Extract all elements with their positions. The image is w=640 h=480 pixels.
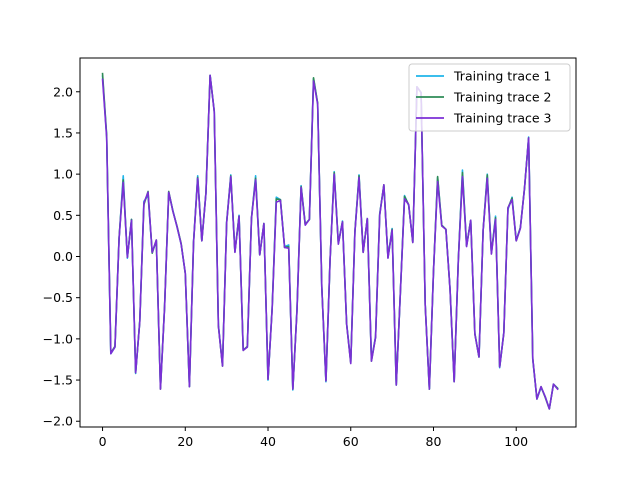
- plot-frame: [79, 57, 577, 428]
- series-layer: [101, 72, 559, 410]
- y-tick-label: 0.0: [53, 249, 73, 264]
- y-axis: −2.0 −1.5 −1.0 −0.5 0.0 0.5 1.0 1.5 2.0: [43, 84, 80, 429]
- legend-label-3: Training trace 3: [453, 111, 552, 126]
- x-tick-label: 100: [504, 434, 528, 449]
- legend: Training trace 1 Training trace 2 Training…: [408, 63, 571, 132]
- y-tick-label: −1.5: [43, 373, 73, 388]
- series-line-3: [101, 74, 559, 410]
- x-tick-label: 0: [99, 434, 107, 449]
- x-tick-label: 40: [260, 434, 276, 449]
- legend-label-1: Training trace 1: [453, 69, 552, 84]
- legend-box: [408, 63, 571, 132]
- y-tick-label: 1.0: [53, 167, 73, 182]
- legend-label-2: Training trace 2: [453, 90, 552, 105]
- y-tick-label: 2.0: [53, 84, 73, 99]
- y-tick-label: 1.5: [53, 125, 73, 140]
- x-axis: 0 20 40 60 80 100: [99, 427, 528, 449]
- y-tick-label: −1.0: [43, 331, 73, 346]
- x-tick-label: 80: [426, 434, 442, 449]
- y-tick-label: −0.5: [43, 290, 73, 305]
- x-tick-label: 60: [343, 434, 359, 449]
- y-tick-label: −2.0: [43, 414, 73, 429]
- x-tick-label: 20: [177, 434, 193, 449]
- y-tick-label: 0.5: [53, 208, 73, 223]
